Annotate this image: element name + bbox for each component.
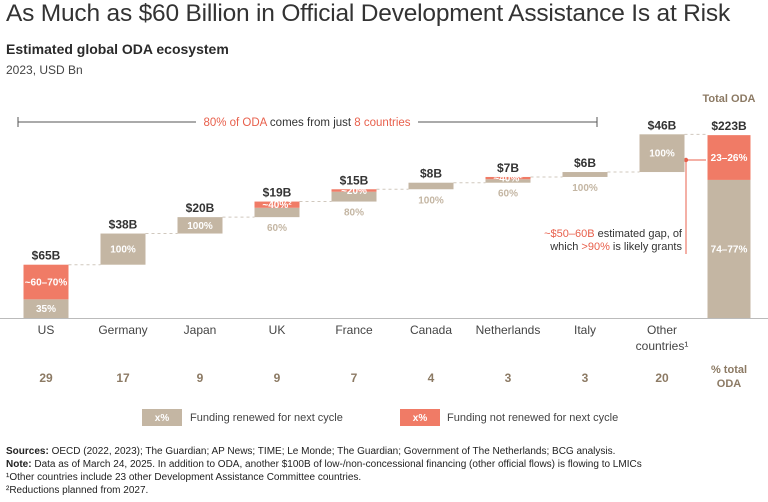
value-label: $19B bbox=[263, 186, 292, 200]
value-label: $20B bbox=[186, 201, 215, 215]
gap-text-line-1: ~$50–60B estimated gap, of bbox=[544, 228, 683, 240]
legend-renewed-label: Funding renewed for next cycle bbox=[190, 412, 343, 424]
total-renewed-label: 74–77% bbox=[711, 244, 748, 255]
legend-not-renewed-swatch bbox=[400, 409, 440, 426]
footnote-2: ²Reductions planned from 2027. bbox=[6, 485, 149, 496]
renewed-share-label: 100% bbox=[418, 195, 444, 206]
category-label: Japan bbox=[184, 323, 217, 337]
not-renewed-share-label: ~40%² bbox=[493, 174, 523, 185]
category-label: UK bbox=[269, 323, 286, 337]
note-label: Note: bbox=[6, 459, 32, 470]
legend-not-renewed-label: Funding not renewed for next cycle bbox=[447, 412, 618, 424]
chart-units: 2023, USD Bn bbox=[6, 63, 83, 77]
pct-total-value: 4 bbox=[428, 371, 435, 385]
gap-text-2a: which bbox=[549, 241, 581, 253]
pct-total-label: % total bbox=[711, 364, 747, 376]
pct-total-value: 17 bbox=[116, 371, 130, 385]
pct-total-value: 3 bbox=[505, 371, 512, 385]
bar-renewed bbox=[562, 172, 608, 177]
value-label: $7B bbox=[497, 161, 519, 175]
renewed-share-label: 60% bbox=[498, 189, 518, 200]
gap-amount: ~$50–60B bbox=[544, 228, 594, 240]
renewed-share-label: 100% bbox=[572, 183, 598, 194]
renewed-share-label: 100% bbox=[110, 245, 136, 256]
footnote-1: ¹Other countries include 23 other Develo… bbox=[6, 472, 362, 483]
gap-grant-share: >90% bbox=[581, 241, 610, 253]
gap-text-line-2: which >90% is likely grants bbox=[549, 241, 682, 253]
bar-not-renewed bbox=[254, 201, 300, 208]
value-label: $46B bbox=[648, 118, 677, 132]
category-label: Netherlands bbox=[476, 323, 541, 337]
bar-renewed bbox=[485, 179, 531, 183]
value-label: $6B bbox=[574, 156, 596, 170]
bar-renewed bbox=[177, 217, 223, 234]
value-label: $65B bbox=[32, 249, 61, 263]
category-label: Other bbox=[647, 323, 677, 337]
category-label-line-2: countries¹ bbox=[636, 339, 689, 353]
renewed-share-label: 80% bbox=[344, 208, 364, 219]
pct-total-value: 7 bbox=[351, 371, 358, 385]
pct-total-value: 20 bbox=[655, 371, 669, 385]
gap-text-1: estimated gap, of bbox=[595, 228, 683, 240]
bar-not-renewed bbox=[23, 264, 69, 300]
footer-sources: Sources: OECD (2022, 2023); The Guardian… bbox=[6, 445, 766, 458]
category-label: France bbox=[335, 323, 373, 337]
pct-total-value: 9 bbox=[274, 371, 281, 385]
value-label: $15B bbox=[340, 173, 369, 187]
bracket-pct: 80% of ODA bbox=[203, 117, 267, 129]
pct-total-value: 29 bbox=[39, 371, 53, 385]
bar-not-renewed bbox=[331, 189, 377, 192]
category-label: US bbox=[38, 323, 55, 337]
bar-renewed bbox=[331, 191, 377, 202]
legend-renewed-swatch-text: x% bbox=[155, 413, 170, 424]
renewed-share-label: 100% bbox=[649, 149, 675, 160]
bar-renewed bbox=[408, 182, 454, 190]
gap-text-2b: is likely grants bbox=[610, 241, 683, 253]
page-title: As Much as $60 Billion in Official Devel… bbox=[6, 0, 730, 27]
pct-total-value: 9 bbox=[197, 371, 204, 385]
bracket-annotation: 80% of ODA comes from just 8 countries bbox=[17, 117, 598, 129]
bracket-text: 80% of ODA comes from just 8 countries bbox=[203, 117, 410, 129]
sources-text: OECD (2022, 2023); The Guardian; AP News… bbox=[48, 446, 616, 457]
footer: Sources: OECD (2022, 2023); The Guardian… bbox=[6, 445, 766, 497]
category-label: Germany bbox=[98, 323, 147, 337]
total-oda-label: Total ODA bbox=[703, 93, 756, 105]
legend-renewed-swatch bbox=[142, 409, 182, 426]
legend: x% Funding renewed for next cycle x% Fun… bbox=[142, 409, 618, 426]
note-text: Data as of March 24, 2025. In addition t… bbox=[31, 459, 642, 470]
value-label: $38B bbox=[109, 218, 138, 232]
bar-not-renewed bbox=[485, 176, 531, 180]
waterfall-chart: 80% of ODA comes from just 8 countries ~… bbox=[0, 93, 768, 426]
total-bar-not-renewed bbox=[707, 135, 751, 180]
pct-total-value: 3 bbox=[582, 371, 589, 385]
bracket-mid: comes from just bbox=[267, 117, 355, 129]
total-bar-renewed bbox=[707, 179, 751, 318]
bar-renewed bbox=[23, 299, 69, 318]
total-not-renewed-label: 23–26% bbox=[711, 153, 748, 164]
footer-note: Note: Data as of March 24, 2025. In addi… bbox=[6, 458, 766, 471]
bar-renewed bbox=[100, 233, 146, 265]
not-renewed-share-label: ~60–70% bbox=[25, 278, 68, 289]
bar-renewed bbox=[254, 207, 300, 218]
total-value-label: $223B bbox=[711, 119, 747, 133]
value-label: $8B bbox=[420, 167, 442, 181]
gap-annotation: ~$50–60B estimated gap, of which >90% is… bbox=[544, 157, 706, 254]
pct-total-label-2: ODA bbox=[717, 378, 742, 390]
sources-label: Sources: bbox=[6, 446, 49, 457]
bar-renewed bbox=[639, 134, 685, 173]
legend-not-renewed-swatch-text: x% bbox=[413, 413, 428, 424]
not-renewed-share-label: ~40%² bbox=[262, 200, 292, 211]
bracket-count: 8 countries bbox=[354, 117, 411, 129]
category-label: Italy bbox=[574, 323, 596, 337]
category-label: Canada bbox=[410, 323, 452, 337]
renewed-share-label: 100% bbox=[187, 221, 213, 232]
renewed-share-label: 35% bbox=[36, 304, 56, 315]
chart-subtitle: Estimated global ODA ecosystem bbox=[6, 41, 229, 57]
not-renewed-share-label: ~20% bbox=[341, 186, 367, 197]
renewed-share-label: 60% bbox=[267, 223, 287, 234]
